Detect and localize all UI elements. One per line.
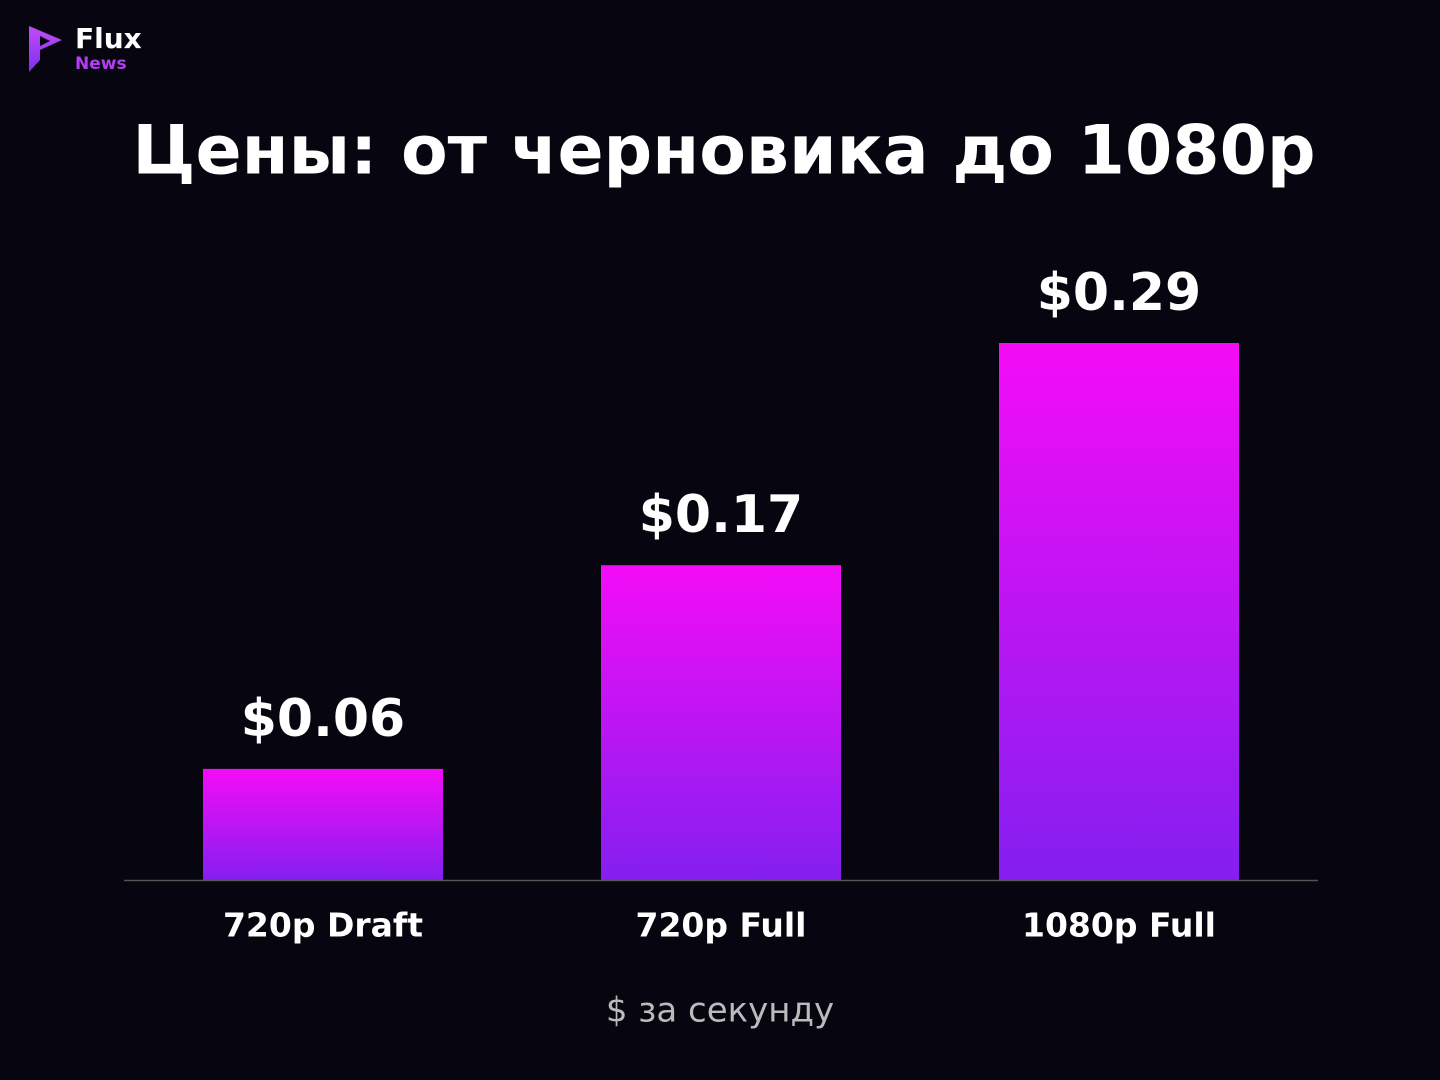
value-label: $0.06 — [241, 689, 405, 749]
brand-name: Flux — [75, 22, 142, 55]
logo-icon — [29, 26, 62, 72]
bar — [601, 565, 841, 880]
value-label: $0.17 — [639, 485, 803, 545]
logo: Flux News — [29, 22, 142, 74]
x-axis-label: $ за секунду — [606, 991, 834, 1031]
x-tick-label: 720p Full — [635, 906, 806, 945]
bar — [203, 768, 443, 880]
bar — [999, 343, 1239, 880]
chart-title: Цены: от черновика до 1080p — [132, 112, 1315, 191]
value-label: $0.29 — [1037, 263, 1201, 323]
x-tick-label: 1080p Full — [1022, 906, 1216, 945]
brand-tagline: News — [75, 54, 127, 74]
x-tick-label: 720p Draft — [223, 906, 423, 945]
